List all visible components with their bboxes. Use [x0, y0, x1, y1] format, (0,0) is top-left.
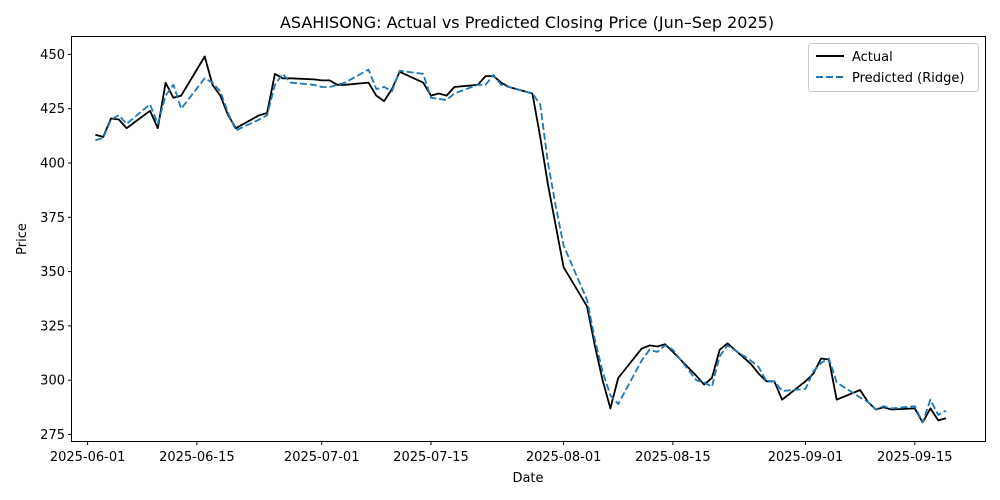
x-tick-label: 2025-06-01 — [50, 450, 126, 465]
series-line-0 — [95, 55, 947, 424]
plot-frame — [71, 36, 986, 442]
x-tick-label: 2025-06-15 — [159, 450, 235, 465]
y-tick-label: 275 — [40, 428, 65, 443]
y-axis-label: Price — [15, 223, 30, 255]
x-tick-label: 2025-07-01 — [284, 450, 360, 465]
plot-area — [95, 55, 947, 424]
y-tick-label: 325 — [40, 319, 65, 334]
x-tick-label: 2025-08-15 — [635, 450, 711, 465]
y-tick-label: 375 — [40, 211, 65, 226]
y-axis: 275 300 325 350 375 400 425 450 — [40, 48, 72, 443]
legend-frame — [808, 43, 979, 92]
legend-label-predicted: Predicted (Ridge) — [852, 71, 964, 86]
y-tick-label: 300 — [40, 374, 65, 389]
series-line-1 — [95, 68, 947, 424]
legend: Actual Predicted (Ridge) — [808, 43, 979, 92]
x-tick-label: 2025-09-01 — [768, 450, 844, 465]
x-tick-label: 2025-09-15 — [877, 450, 953, 465]
x-axis-label: Date — [512, 471, 543, 486]
y-tick-label: 350 — [40, 265, 65, 280]
legend-label-actual: Actual — [852, 50, 893, 65]
chart-title: ASAHISONG: Actual vs Predicted Closing P… — [280, 13, 774, 32]
x-tick-label: 2025-08-01 — [526, 450, 602, 465]
x-tick-label: 2025-07-15 — [393, 450, 469, 465]
x-axis: 2025-06-01 2025-06-15 2025-07-01 2025-07-15… — [50, 441, 953, 465]
y-tick-label: 425 — [40, 102, 65, 117]
y-tick-label: 400 — [40, 156, 65, 171]
y-tick-label: 450 — [40, 48, 65, 63]
